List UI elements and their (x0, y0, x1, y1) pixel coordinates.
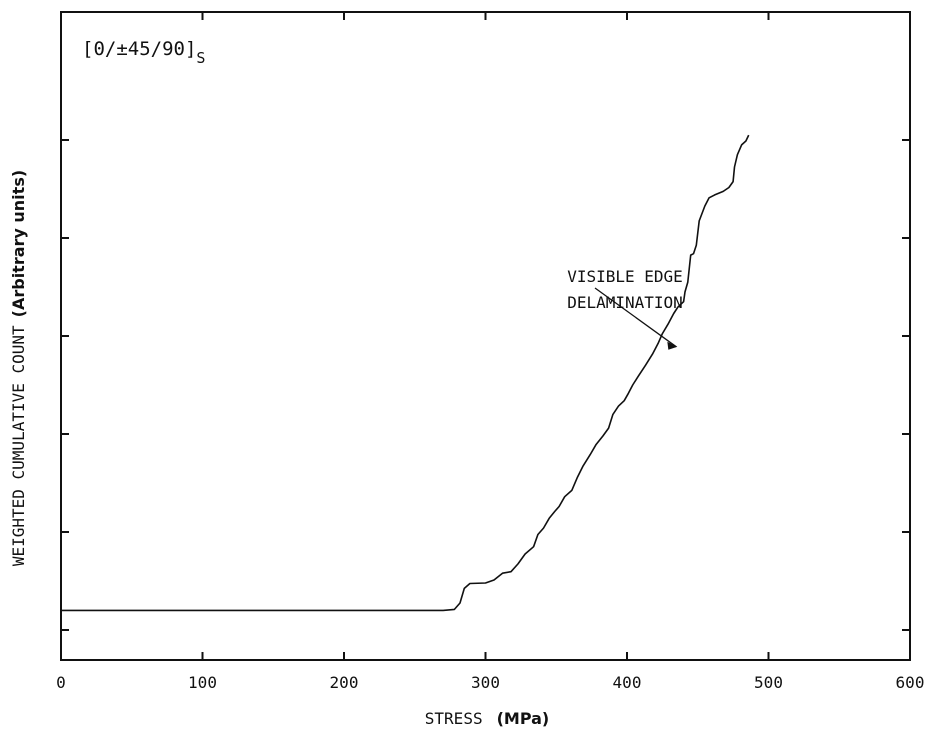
series-layer (61, 134, 750, 612)
layup-subscript: S (196, 49, 205, 67)
y-axis-title: WEIGHTED CUMULATIVE COUNT (Arbitrary unit… (9, 170, 28, 566)
layup-main: [0/±45/90] (82, 38, 196, 60)
annotation-text-line: VISIBLE EDGE (567, 267, 683, 286)
x-tick-label: 300 (471, 673, 500, 692)
x-tick-label: 400 (613, 673, 642, 692)
y-axis-label: WEIGHTED CUMULATIVE COUNT (9, 325, 28, 566)
x-axis-title: STRESS (MPa) (425, 709, 549, 728)
axes (60, 11, 911, 661)
x-tick-labels: 0 100 200 300 400 500 600 (56, 673, 924, 692)
x-tick-label: 100 (188, 673, 217, 692)
x-tick-label: 600 (896, 673, 925, 692)
annotation: VISIBLE EDGE DELAMINATION (567, 267, 683, 350)
x-tick-label: 500 (754, 673, 783, 692)
annotation-arrowhead (667, 341, 678, 350)
x-tick-label: 0 (56, 673, 66, 692)
x-tick-label: 200 (330, 673, 359, 692)
annotation-text-line: DELAMINATION (567, 293, 683, 312)
plot-frame (60, 11, 911, 661)
layup-label: [0/±45/90]S (82, 38, 205, 67)
tick-marks (61, 12, 910, 660)
x-axis-unit: (MPa) (497, 709, 550, 728)
series-line (61, 134, 750, 612)
x-axis-label: STRESS (425, 709, 483, 728)
y-axis-unit: (Arbitrary units) (9, 170, 28, 318)
annotation-arrow (594, 287, 677, 348)
